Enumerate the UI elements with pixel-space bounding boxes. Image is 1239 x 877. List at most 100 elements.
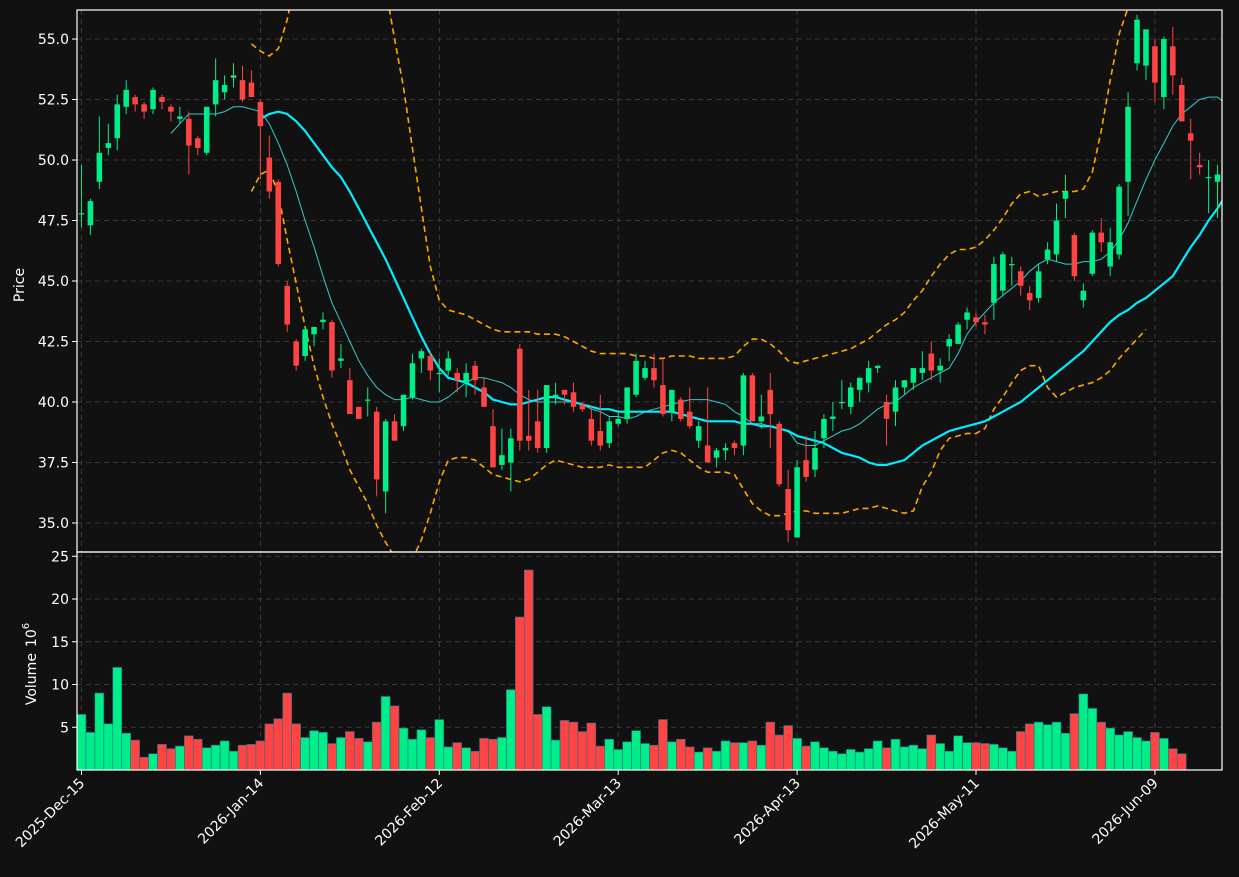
volume-bar <box>1105 727 1115 771</box>
volume-bar <box>783 725 793 771</box>
candle-body <box>982 322 988 325</box>
candle-body <box>678 399 684 419</box>
volume-bar <box>1024 723 1035 771</box>
candle-body <box>803 460 809 477</box>
candle-body <box>409 363 416 398</box>
candle-body <box>212 80 219 105</box>
volume-bar <box>586 722 597 771</box>
volume-bar <box>1060 732 1071 771</box>
candle-body <box>1214 174 1221 182</box>
volume-bar <box>452 742 462 771</box>
volume-bar <box>175 745 185 771</box>
volume-bar <box>1096 721 1107 771</box>
volume-bar <box>711 750 722 771</box>
volume-bar <box>497 737 507 771</box>
candle-body <box>1009 264 1015 266</box>
volume-bar <box>622 741 632 771</box>
candle-body <box>758 416 765 422</box>
candle-body <box>1080 290 1087 301</box>
price-tick-label: 55.0 <box>38 32 69 48</box>
volume-bar <box>819 747 829 771</box>
volume-bar <box>532 714 543 771</box>
volume-bar <box>1168 748 1178 771</box>
volume-bar <box>1087 708 1098 771</box>
volume-bar <box>201 747 212 771</box>
candle-body <box>177 116 183 119</box>
candle-body <box>1116 186 1122 255</box>
volume-bar <box>94 692 105 771</box>
volume-bar <box>515 616 525 771</box>
candle-body <box>248 82 255 98</box>
candle-body <box>919 368 926 373</box>
candle-body <box>785 489 791 531</box>
candle-body <box>230 75 237 78</box>
candle-body <box>150 89 156 110</box>
volume-bar <box>1123 731 1133 771</box>
volume-bar <box>479 738 489 771</box>
volume-bar <box>890 738 901 771</box>
candle-body <box>1026 293 1033 301</box>
candle-body <box>490 426 496 468</box>
volume-bar <box>810 741 820 771</box>
volume-y-axis-label: Volume 106 <box>21 623 40 705</box>
candle-body <box>338 358 344 361</box>
volume-bar <box>1176 753 1187 771</box>
price-tick-label: 47.5 <box>38 214 69 230</box>
volume-bar <box>85 732 96 771</box>
volume-bars <box>76 569 1187 771</box>
candle-body <box>1053 220 1060 255</box>
candle-body <box>96 152 103 182</box>
candle-body <box>669 389 675 412</box>
candle-body <box>624 387 630 419</box>
candle-body <box>928 353 935 371</box>
candle-body <box>651 368 657 381</box>
price-tick-label: 52.5 <box>38 93 69 109</box>
candle-body <box>695 426 702 441</box>
volume-bar <box>282 692 292 771</box>
volume-bar <box>309 730 319 771</box>
volume-bar <box>756 744 767 771</box>
volume-bar <box>523 569 534 771</box>
price-y-ticks: 35.0 37.5 40.0 42.5 45.0 47.5 50.0 52.5 55.0 <box>38 32 77 532</box>
volume-bar <box>1141 740 1151 771</box>
candle-body <box>239 80 246 100</box>
volume-bar <box>76 714 87 771</box>
volume-bar <box>917 748 928 771</box>
volume-bar <box>273 718 284 771</box>
candle-body <box>1071 235 1078 277</box>
candlesticks <box>78 14 1221 543</box>
volume-bar <box>416 729 427 771</box>
volume-bar <box>702 747 713 771</box>
candle-body <box>311 326 317 335</box>
candle-body <box>123 89 129 107</box>
candle-body <box>964 312 970 320</box>
volume-bar <box>559 720 570 771</box>
candle-body <box>78 213 85 215</box>
candle-body <box>883 401 890 419</box>
volume-tick-label: 15 <box>51 635 69 651</box>
volume-bar <box>371 721 382 771</box>
volume-bar <box>863 748 874 771</box>
candle-body <box>973 317 979 323</box>
volume-bar <box>443 746 454 771</box>
volume-tick-label: 10 <box>51 678 69 694</box>
candle-body <box>1017 271 1024 286</box>
candle-body <box>1125 106 1131 182</box>
candle-body <box>463 372 469 383</box>
candle-body <box>579 404 586 410</box>
candle-body <box>1035 271 1042 298</box>
volume-bar <box>407 738 418 771</box>
volume-bar <box>318 732 328 771</box>
candle-body <box>1044 249 1051 260</box>
volume-bar <box>989 744 999 771</box>
candle-body <box>830 416 836 419</box>
candle-body <box>320 319 326 323</box>
volume-bar <box>693 751 704 771</box>
candle-body <box>731 443 738 448</box>
volume-bar <box>1078 693 1089 771</box>
volume-bar <box>568 721 579 771</box>
volume-bar <box>640 743 650 771</box>
candle-body <box>767 389 774 415</box>
price-tick-label: 37.5 <box>38 455 69 471</box>
